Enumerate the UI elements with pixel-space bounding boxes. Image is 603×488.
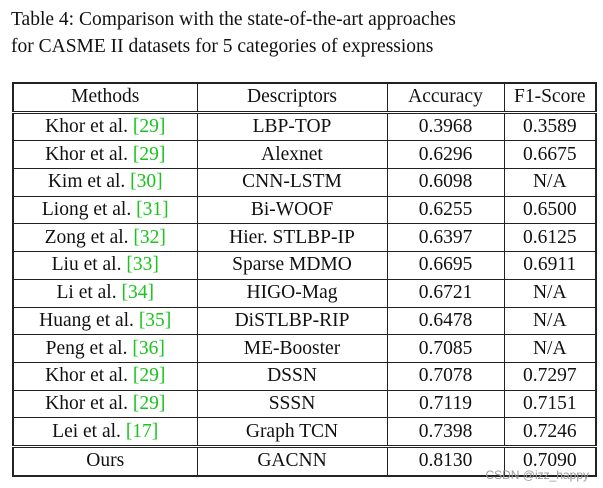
method-name: Huang et al. <box>39 309 139 331</box>
descriptor-cell: Alexnet <box>196 140 388 170</box>
method-cell: Zong et al. [32] <box>12 223 198 253</box>
f1-score-cell: 0.3589 <box>503 111 597 142</box>
table-row: Liu et al. [33] Sparse MDMO 0.6695 0.691… <box>12 251 597 280</box>
method-cell: Khor et al. [29] <box>12 140 198 170</box>
table-body: Khor et al. [29] LBP-TOP 0.3968 0.3589 K… <box>12 111 597 477</box>
reference-link[interactable]: [36] <box>132 337 165 359</box>
method-name: Peng et al. <box>45 337 133 359</box>
method-cell: Khor et al. [29] <box>12 361 198 391</box>
accuracy-cell: 0.7398 <box>386 417 505 447</box>
table-row-ours: Ours GACNN 0.8130 0.7090 <box>12 444 597 477</box>
reference-link[interactable]: [29] <box>132 392 166 414</box>
method-cell: Peng et al. [36] <box>12 334 198 363</box>
reference-link[interactable]: [33] <box>126 254 159 276</box>
method-cell: Li et al. [34] <box>12 278 198 308</box>
table-row: Peng et al. [36] ME-Booster 0.7085 N/A <box>12 334 597 363</box>
f1-score-cell: 0.7297 <box>503 361 597 391</box>
method-cell: Lei et al. [17] <box>12 417 198 447</box>
table-row: Li et al. [34] HIGO-Mag 0.6721 N/A <box>12 278 597 308</box>
descriptor-cell: DSSN <box>196 361 388 391</box>
reference-link[interactable]: [34] <box>121 282 154 304</box>
descriptor-cell: Bi-WOOF <box>196 195 388 225</box>
f1-score-cell: N/A <box>503 334 597 363</box>
accuracy-cell: 0.3968 <box>386 111 505 142</box>
table-row: Kim et al. [30] CNN-LSTM 0.6098 N/A <box>12 168 597 197</box>
method-name: Kim et al. <box>47 171 131 193</box>
header-accuracy: Accuracy <box>386 82 505 114</box>
f1-score-cell: N/A <box>503 278 597 308</box>
descriptor-cell: HIGO-Mag <box>196 278 388 308</box>
header-f1-score: F1-Score <box>503 82 597 114</box>
f1-score-cell: 0.6500 <box>503 195 597 225</box>
method-cell: Liu et al. [33] <box>12 251 198 280</box>
caption-line-2: for CASME II datasets for 5 categories o… <box>11 36 434 57</box>
f1-score-cell: 0.6911 <box>503 251 597 280</box>
table-row: Khor et al. [29] SSSN 0.7119 0.7151 <box>12 389 597 419</box>
method-cell: Khor et al. [29] <box>12 389 198 419</box>
method-name: Liu et al. <box>51 254 127 276</box>
reference-link[interactable]: [17] <box>125 420 159 442</box>
accuracy-cell: 0.6478 <box>386 306 505 336</box>
f1-score-cell: N/A <box>503 168 597 197</box>
caption-line-1: Table 4: Comparison with the state-of-th… <box>11 9 456 30</box>
descriptor-cell: Sparse MDMO <box>196 251 388 280</box>
comparison-table: Methods Descriptors Accuracy F1-Score Kh… <box>12 82 597 477</box>
watermark: CSDN @izz_happy <box>485 468 589 482</box>
table-row: Khor et al. [29] DSSN 0.7078 0.7297 <box>12 361 597 391</box>
table-caption: Table 4: Comparison with the state-of-th… <box>11 6 596 60</box>
method-name: Khor et al. <box>45 143 133 165</box>
accuracy-cell: 0.6255 <box>386 195 505 225</box>
method-cell: Khor et al. [29] <box>12 111 198 142</box>
f1-score-cell: 0.7151 <box>503 389 597 419</box>
descriptor-cell: ME-Booster <box>196 334 388 363</box>
descriptor-cell: GACNN <box>196 444 388 477</box>
method-name: Khor et al. <box>45 365 133 387</box>
f1-score-cell: 0.6675 <box>503 140 597 170</box>
accuracy-cell: 0.6098 <box>386 168 505 197</box>
method-cell: Huang et al. [35] <box>12 306 198 336</box>
method-name: Liong et al. <box>41 199 137 221</box>
descriptor-cell: CNN-LSTM <box>196 168 388 197</box>
method-name: Lei et al. <box>52 420 126 442</box>
accuracy-cell: 0.6397 <box>386 223 505 253</box>
reference-link[interactable]: [31] <box>136 199 169 221</box>
reference-link[interactable]: [29] <box>132 116 166 138</box>
table-row: Zong et al. [32] Hier. STLBP-IP 0.6397 0… <box>12 223 597 253</box>
header-methods: Methods <box>12 82 198 114</box>
reference-link[interactable]: [30] <box>130 171 163 193</box>
accuracy-cell: 0.7078 <box>386 361 505 391</box>
method-cell: Liong et al. [31] <box>12 195 198 225</box>
f1-score-cell: N/A <box>503 306 597 336</box>
table-row: Lei et al. [17] Graph TCN 0.7398 0.7246 <box>12 417 597 447</box>
accuracy-cell: 0.6721 <box>386 278 505 308</box>
method-name: Khor et al. <box>45 116 133 138</box>
table-header-row: Methods Descriptors Accuracy F1-Score <box>12 82 597 114</box>
table-row: Liong et al. [31] Bi-WOOF 0.6255 0.6500 <box>12 195 597 225</box>
descriptor-cell: DiSTLBP-RIP <box>196 306 388 336</box>
f1-score-cell: 0.6125 <box>503 223 597 253</box>
accuracy-cell: 0.7119 <box>386 389 505 419</box>
reference-link[interactable]: [29] <box>132 365 166 387</box>
accuracy-cell: 0.6296 <box>386 140 505 170</box>
header-descriptors: Descriptors <box>196 82 388 114</box>
reference-link[interactable]: [29] <box>132 143 166 165</box>
accuracy-cell: 0.6695 <box>386 251 505 280</box>
table-row: Khor et al. [29] LBP-TOP 0.3968 0.3589 <box>12 111 597 142</box>
descriptor-cell: Graph TCN <box>196 417 388 447</box>
method-cell: Kim et al. [30] <box>12 168 198 197</box>
table-row: Huang et al. [35] DiSTLBP-RIP 0.6478 N/A <box>12 306 597 336</box>
method-cell: Ours <box>12 444 198 477</box>
accuracy-cell: 0.7085 <box>386 334 505 363</box>
method-name: Zong et al. <box>44 226 134 248</box>
table-row: Khor et al. [29] Alexnet 0.6296 0.6675 <box>12 140 597 170</box>
f1-score-cell: 0.7090 <box>503 444 597 477</box>
descriptor-cell: SSSN <box>196 389 388 419</box>
method-name: Khor et al. <box>45 392 133 414</box>
f1-score-cell: 0.7246 <box>503 417 597 447</box>
descriptor-cell: Hier. STLBP-IP <box>196 223 388 253</box>
reference-link[interactable]: [32] <box>133 226 166 248</box>
descriptor-cell: LBP-TOP <box>196 111 388 142</box>
method-name: Li et al. <box>56 282 122 304</box>
reference-link[interactable]: [35] <box>138 309 172 331</box>
